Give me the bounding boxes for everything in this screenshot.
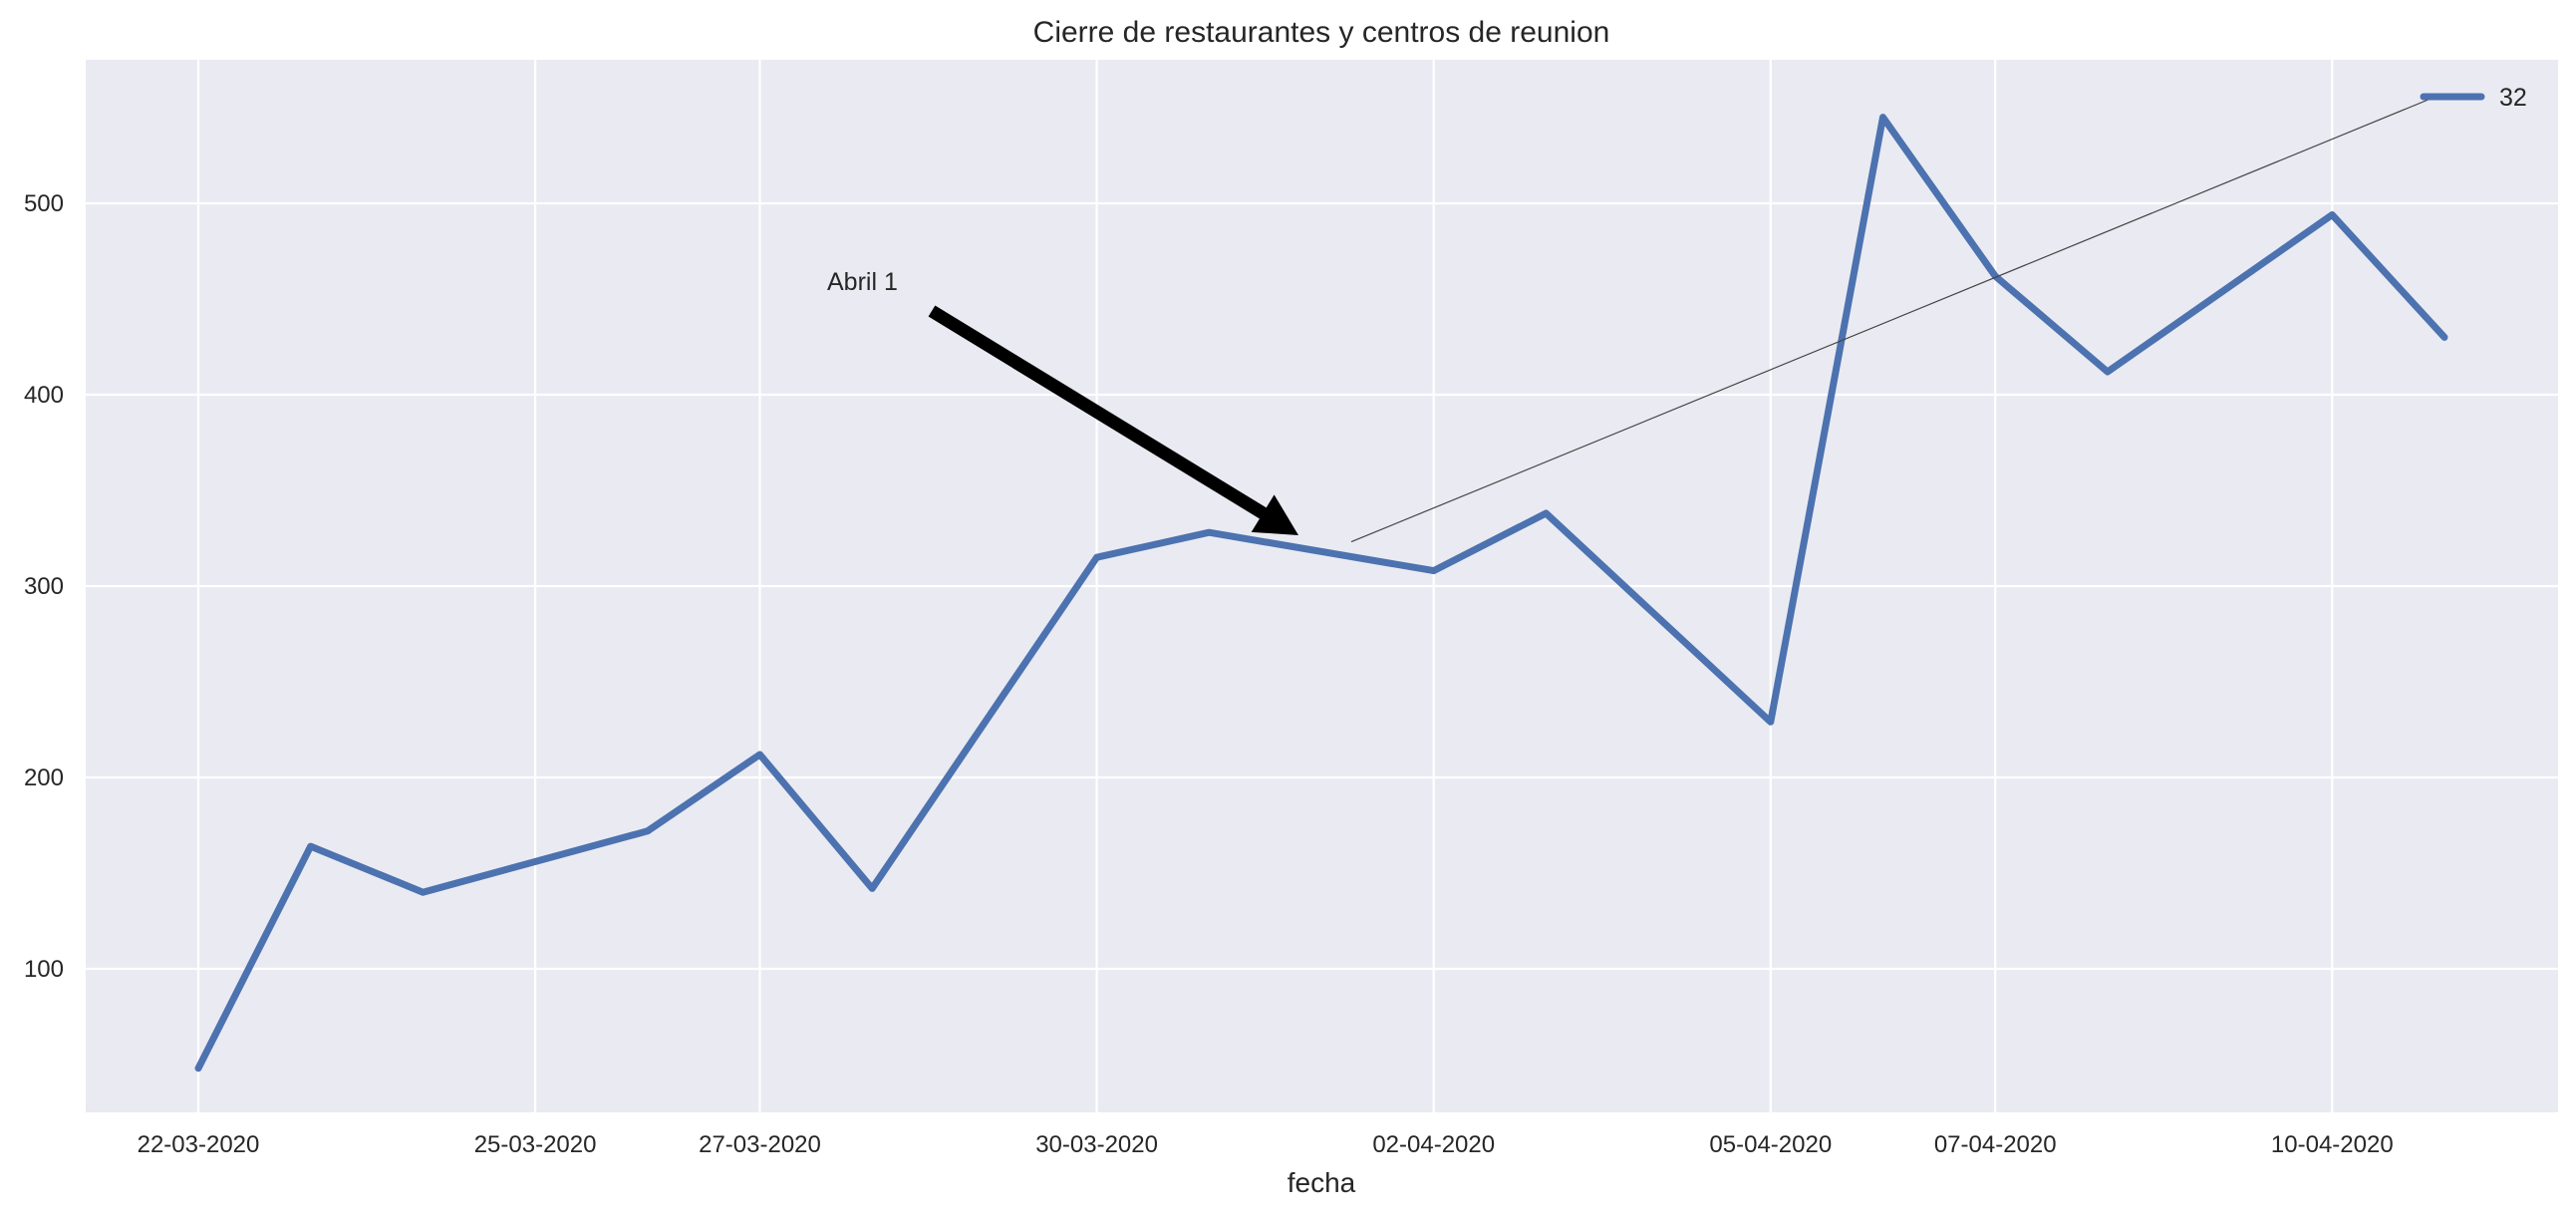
x-axis-label: fecha: [1288, 1167, 1356, 1198]
y-tick-label: 400: [24, 382, 64, 409]
x-tick-label: 30-03-2020: [1035, 1131, 1158, 1158]
x-tick-label: 22-03-2020: [138, 1131, 260, 1158]
legend: 32: [2420, 84, 2527, 112]
chart-title: Cierre de restaurantes y centros de reun…: [1033, 16, 1610, 49]
y-tick-label: 200: [24, 764, 64, 791]
y-tick-label: 500: [24, 190, 64, 217]
series-layer: [194, 114, 2448, 1072]
annotation-label: Abril 1: [827, 268, 898, 296]
annotation-connector-line: [1350, 96, 2436, 543]
legend-label: 32: [2499, 84, 2527, 112]
grid: [86, 60, 2558, 1112]
series-line-32: [194, 114, 2448, 1072]
annotation-layer: Abril 1: [827, 96, 2436, 543]
x-tick-label: 07-04-2020: [1934, 1131, 2057, 1158]
y-tick-label: 100: [24, 956, 64, 983]
x-tick-label: 05-04-2020: [1709, 1131, 1832, 1158]
x-tick-label: 10-04-2020: [2271, 1131, 2394, 1158]
y-tick-label: 300: [24, 573, 64, 600]
x-tick-label: 25-03-2020: [474, 1131, 597, 1158]
annotation-arrow-head: [1251, 494, 1298, 535]
x-tick-label: 02-04-2020: [1372, 1131, 1495, 1158]
x-tick-label: 27-03-2020: [699, 1131, 821, 1158]
tick-labels: 100 200 300 400 500 22-03-2020 25-03-2020 27-03…: [24, 190, 2394, 1158]
annotation-arrow-shaft: [928, 305, 1279, 526]
